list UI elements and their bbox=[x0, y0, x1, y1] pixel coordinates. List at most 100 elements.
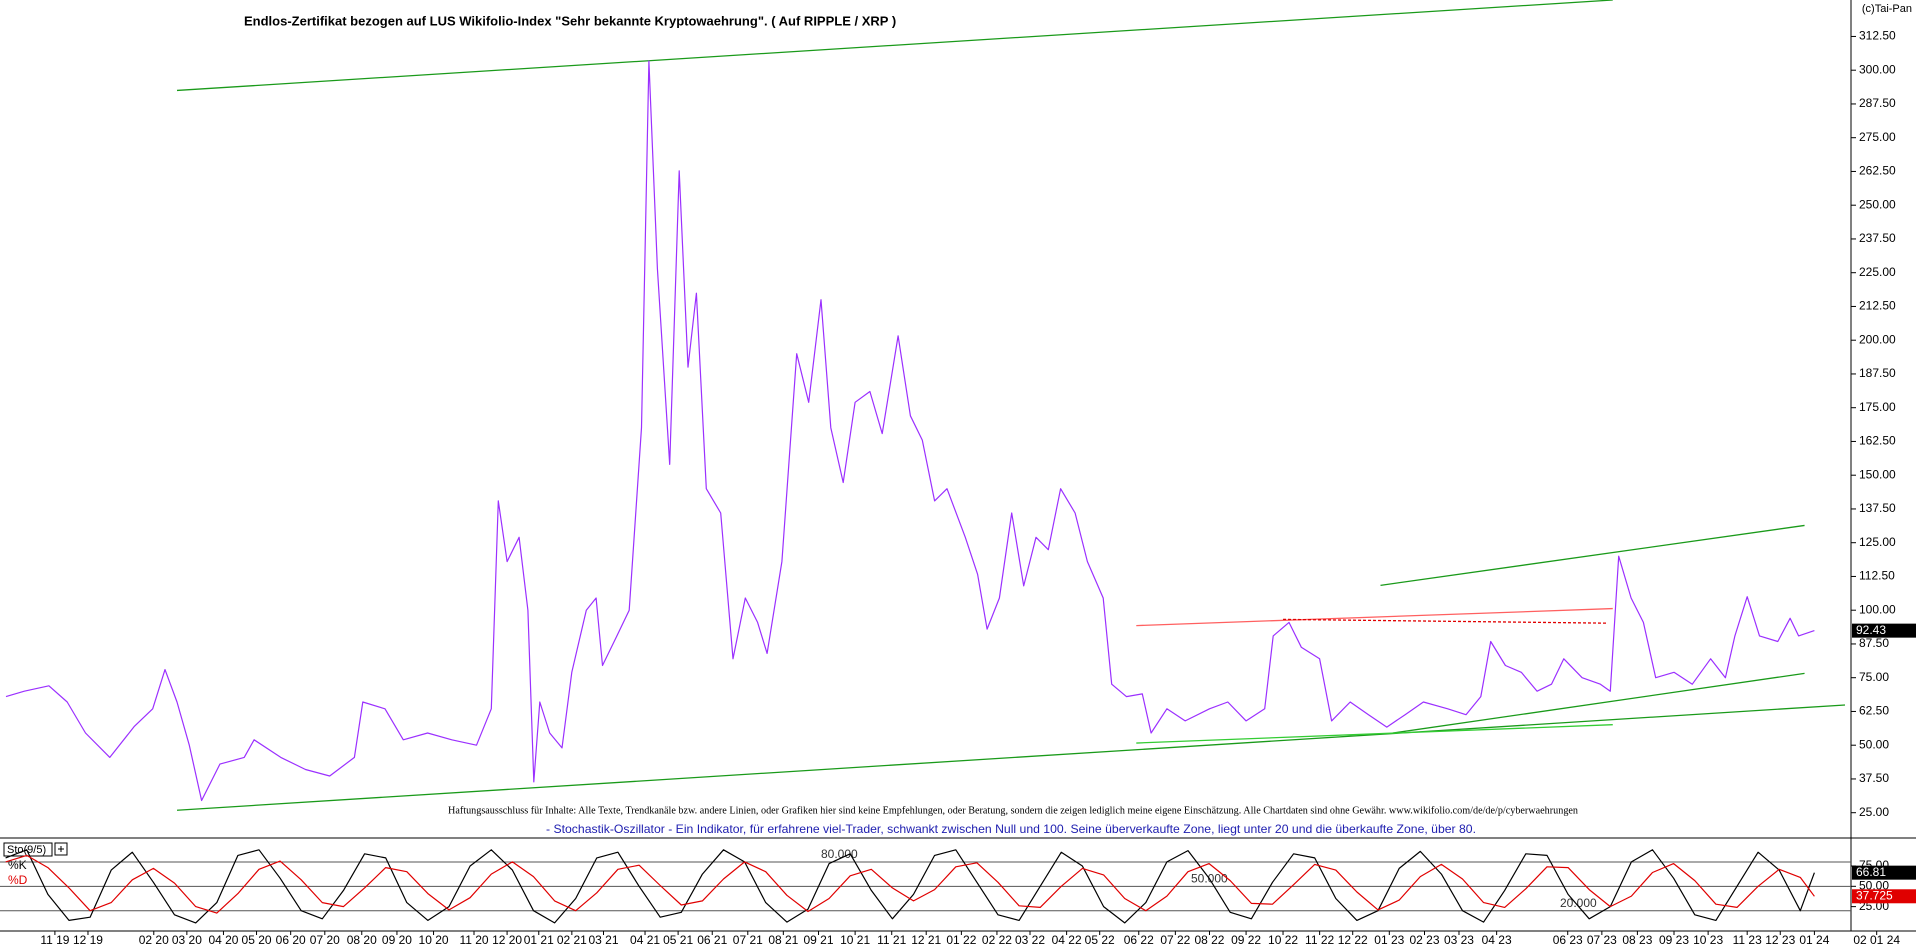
trendline bbox=[1392, 672, 1805, 734]
chart-title: Endlos-Zertifikat bezogen auf LUS Wikifo… bbox=[244, 13, 896, 28]
y-tick-label: 137.50 bbox=[1859, 501, 1896, 515]
trendline bbox=[1136, 607, 1613, 627]
level-label: 80.000 bbox=[821, 847, 858, 861]
x-tick-label: 10 22 bbox=[1268, 933, 1298, 947]
x-tick-label: 08 21 bbox=[768, 933, 798, 947]
y-tick-label: 187.50 bbox=[1859, 366, 1896, 380]
x-tick-label: 02 01 24 bbox=[1853, 933, 1900, 947]
trendline bbox=[1136, 724, 1613, 744]
y-tick-label: 100.00 bbox=[1859, 602, 1896, 616]
x-tick-label: 06 20 bbox=[276, 933, 306, 947]
x-tick-label: 10 23 bbox=[1693, 933, 1723, 947]
legend-d: %D bbox=[8, 873, 28, 887]
series-line bbox=[5, 854, 1815, 914]
x-tick-label: 11 19 bbox=[40, 933, 69, 947]
x-tick-label: 05 21 bbox=[663, 933, 693, 947]
y-tick-label: 112.50 bbox=[1859, 569, 1895, 583]
x-tick-label: 01 22 bbox=[946, 933, 976, 947]
x-tick-label: 05 22 bbox=[1085, 933, 1115, 947]
x-tick-label: 04 21 bbox=[630, 933, 660, 947]
x-tick-label: 02 23 bbox=[1409, 933, 1439, 947]
indicator-note: - Stochastik-Oszillator - Ein Indikator,… bbox=[546, 822, 1476, 836]
series-line bbox=[5, 849, 1815, 924]
x-tick-label: 03 20 bbox=[172, 933, 202, 947]
y-tick-label: 50.00 bbox=[1859, 737, 1889, 751]
x-tick-label: 05 20 bbox=[242, 933, 272, 947]
last-value-label: 92.43 bbox=[1856, 623, 1886, 637]
last-value-label: 66.81 bbox=[1856, 865, 1886, 879]
level-label: 20.000 bbox=[1560, 896, 1597, 910]
x-tick-label: 04 22 bbox=[1052, 933, 1082, 947]
x-tick-label: 12 19 bbox=[73, 933, 103, 947]
x-tick-label: 06 21 bbox=[697, 933, 727, 947]
y-tick-label: 225.00 bbox=[1859, 265, 1896, 279]
x-tick-label: 07 20 bbox=[310, 933, 340, 947]
x-tick-label: 10 21 bbox=[840, 933, 870, 947]
last-value-box bbox=[1852, 889, 1916, 904]
x-tick-label: 08 20 bbox=[347, 933, 377, 947]
x-tick-label: 02 21 bbox=[557, 933, 587, 947]
y-tick-label: 37.50 bbox=[1859, 771, 1889, 785]
x-tick-label: 09 21 bbox=[804, 933, 834, 947]
x-tick-label: 12 20 bbox=[492, 933, 522, 947]
x-tick-label: 08 23 bbox=[1622, 933, 1652, 947]
y-tick-label: 200.00 bbox=[1859, 332, 1896, 346]
y-tick-label: 25.00 bbox=[1859, 805, 1889, 819]
y-tick-label: 300.00 bbox=[1859, 62, 1896, 76]
x-tick-label: 01 21 bbox=[524, 933, 554, 947]
x-tick-label: 03 22 bbox=[1015, 933, 1045, 947]
x-tick-label: 12 22 bbox=[1338, 933, 1368, 947]
y-tick-label: 150.00 bbox=[1859, 467, 1896, 481]
y-tick-label: 162.50 bbox=[1859, 434, 1896, 448]
x-tick-label: 01 23 bbox=[1374, 933, 1404, 947]
last-value-box bbox=[1852, 865, 1916, 880]
x-tick-label: 07 23 bbox=[1587, 933, 1617, 947]
y-tick-label: 50.00 bbox=[1859, 878, 1889, 892]
x-tick-label: 06 22 bbox=[1124, 933, 1154, 947]
trendline bbox=[1283, 618, 1607, 624]
x-tick-label: 04 23 bbox=[1482, 933, 1512, 947]
disclaimer: Haftungsausschluss für Inhalte: Alle Tex… bbox=[448, 805, 1578, 816]
last-value-label: 37.725 bbox=[1856, 888, 1893, 902]
y-tick-label: 275.00 bbox=[1859, 130, 1896, 144]
x-tick-label: 10 20 bbox=[419, 933, 449, 947]
x-tick-label: 09 20 bbox=[382, 933, 412, 947]
y-tick-label: 75.00 bbox=[1859, 670, 1889, 684]
x-tick-label: 12 23 bbox=[1765, 933, 1795, 947]
x-tick-label: 11 20 bbox=[459, 933, 488, 947]
x-tick-label: 04 20 bbox=[208, 933, 238, 947]
x-tick-label: 11 21 bbox=[877, 933, 906, 947]
y-tick-label: 175.00 bbox=[1859, 400, 1896, 414]
x-tick-label: 02 20 bbox=[139, 933, 169, 947]
x-tick-label: 02 22 bbox=[982, 933, 1012, 947]
x-tick-label: 11 22 bbox=[1305, 933, 1334, 947]
x-tick-label: 11 23 bbox=[1733, 933, 1762, 947]
trendline bbox=[1380, 524, 1805, 587]
y-tick-label: 212.50 bbox=[1859, 299, 1896, 313]
x-tick-label: 07 21 bbox=[733, 933, 763, 947]
x-tick-label: 08 22 bbox=[1194, 933, 1224, 947]
y-tick-label: 62.50 bbox=[1859, 704, 1889, 718]
indicator-icon-plus bbox=[58, 846, 64, 852]
x-tick-label: 01 24 bbox=[1799, 933, 1829, 947]
y-tick-label: 250.00 bbox=[1859, 197, 1896, 211]
x-tick-label: 09 22 bbox=[1231, 933, 1261, 947]
x-tick-label: 09 23 bbox=[1659, 933, 1689, 947]
series-line bbox=[5, 60, 1815, 802]
x-tick-label: 12 21 bbox=[911, 933, 941, 947]
x-tick-label: 03 21 bbox=[588, 933, 618, 947]
y-tick-label: 287.50 bbox=[1859, 96, 1896, 110]
y-tick-label: 237.50 bbox=[1859, 231, 1896, 245]
copyright: (c)Tai-Pan bbox=[1862, 3, 1912, 15]
x-tick-label: 03 23 bbox=[1444, 933, 1474, 947]
last-value-box bbox=[1852, 623, 1916, 638]
y-tick-label: 312.50 bbox=[1859, 29, 1896, 43]
x-tick-label: 07 22 bbox=[1160, 933, 1190, 947]
trendline bbox=[176, 0, 1613, 92]
trendline bbox=[176, 704, 1846, 811]
y-tick-label: 262.50 bbox=[1859, 164, 1896, 178]
x-tick-label: 06 23 bbox=[1553, 933, 1583, 947]
y-tick-label: 87.50 bbox=[1859, 636, 1889, 650]
